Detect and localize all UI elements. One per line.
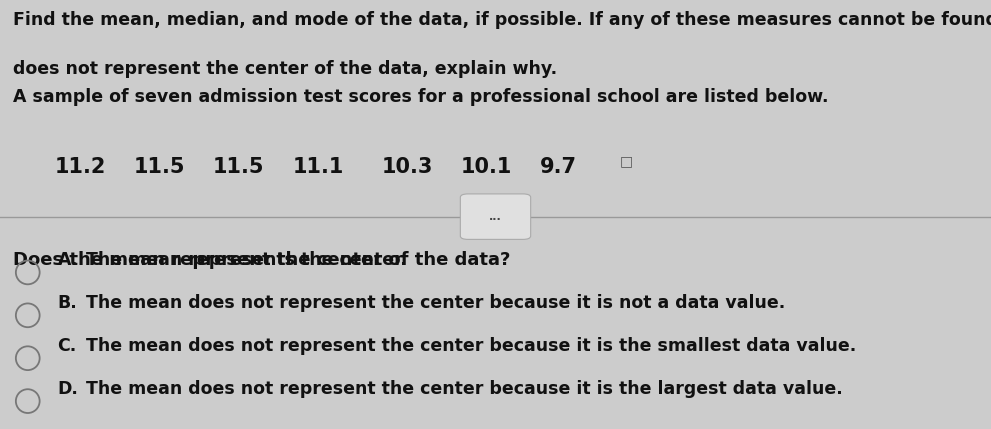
Text: The mean represents the center.: The mean represents the center. <box>74 251 407 269</box>
Text: B.: B. <box>57 294 77 312</box>
Text: does not represent the center of the data, explain why.: does not represent the center of the dat… <box>13 60 557 78</box>
Text: 11.1: 11.1 <box>292 157 344 177</box>
FancyBboxPatch shape <box>460 194 531 239</box>
Text: A sample of seven admission test scores for a professional school are listed bel: A sample of seven admission test scores … <box>13 88 828 106</box>
Text: 10.3: 10.3 <box>382 157 433 177</box>
Text: Does the mean represent the center of the data?: Does the mean represent the center of th… <box>13 251 510 269</box>
Text: Find the mean, median, and mode of the data, if possible. If any of these measur: Find the mean, median, and mode of the d… <box>13 11 991 29</box>
Text: 10.1: 10.1 <box>461 157 512 177</box>
Text: The mean does not represent the center because it is the smallest data value.: The mean does not represent the center b… <box>74 337 856 355</box>
Text: The mean does not represent the center because it is the largest data value.: The mean does not represent the center b… <box>74 380 843 398</box>
Text: C.: C. <box>57 337 76 355</box>
Text: A.: A. <box>57 251 78 269</box>
Text: 11.2: 11.2 <box>55 157 106 177</box>
Text: The mean does not represent the center because it is not a data value.: The mean does not represent the center b… <box>74 294 786 312</box>
Text: □: □ <box>619 154 632 169</box>
Text: ...: ... <box>490 211 501 222</box>
Text: 11.5: 11.5 <box>213 157 265 177</box>
Text: 9.7: 9.7 <box>540 157 577 177</box>
Text: D.: D. <box>57 380 78 398</box>
Text: 11.5: 11.5 <box>134 157 185 177</box>
